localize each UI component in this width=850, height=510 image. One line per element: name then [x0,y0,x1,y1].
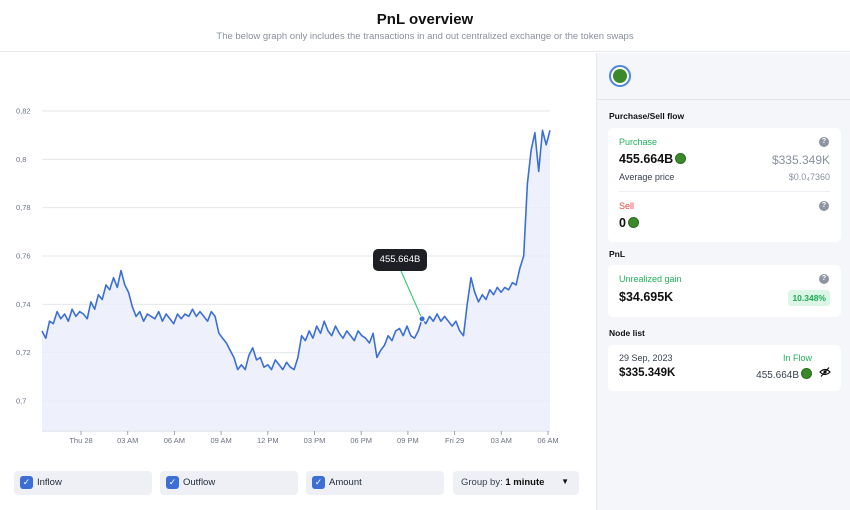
x-tick-label: 09 AM [210,436,231,445]
y-tick-label: 0,7 [16,397,26,406]
series-line [41,129,551,371]
node-list-title: Node list [609,328,645,338]
purchase-amount: 455.664B [619,152,674,166]
outflow-checkbox[interactable]: ✓ Outflow [160,471,298,495]
hide-eye-icon[interactable] [819,365,831,383]
outflow-label: Outflow [183,477,216,488]
x-tick-label: 12 PM [257,436,279,445]
pnl-line-chart[interactable]: 0,82 0,8 0,78 0,76 0,74 0,72 0,7 Thu 28 03 AM 06… [0,53,596,453]
page-subtitle: The below graph only includes the transa… [216,31,634,42]
checkmark-icon: ✓ [312,476,325,489]
x-tick-label: 03 AM [491,436,512,445]
divider [597,99,850,100]
unrealized-gain-label: Unrealized gain [619,274,682,284]
unrealized-gain-value: $34.695K [619,290,674,304]
x-tick-label: 06 AM [164,436,185,445]
average-price-value: $0.0₄7360 [788,172,830,182]
help-icon[interactable]: ? [819,274,829,284]
pnl-card: Unrealized gain ? $34.695K 10.348% [608,265,841,317]
node-date: 29 Sep, 2023 [619,353,673,363]
help-icon[interactable]: ? [819,137,829,147]
node-usd: $335.349K [619,367,676,379]
y-tick-label: 0,8 [16,155,26,164]
series-area [42,130,550,432]
purchase-sell-title: Purchase/Sell flow [609,111,685,121]
page-header: PnL overview The below graph only includ… [0,0,850,52]
purchase-usd: $335.349K [771,153,830,167]
y-tick-label: 0,72 [16,348,31,357]
divider [619,191,830,192]
node-flow: In Flow [782,353,812,363]
checkmark-icon: ✓ [20,476,33,489]
inflow-checkbox[interactable]: ✓ Inflow [14,471,152,495]
y-tick-label: 0,78 [16,203,31,212]
sell-label: Sell [619,201,635,211]
purchase-sell-card: Purchase ? 455.664B $335.349K Average pr… [608,128,841,242]
token-icon [675,153,687,164]
y-tick-label: 0,74 [16,300,31,309]
summary-sidebar: Purchase/Sell flow Purchase ? 455.664B $… [596,53,850,510]
gain-percent-badge: 10.348% [788,290,830,306]
chart-tooltip: 455.664B [373,249,427,271]
sell-amount: 0 [619,216,626,230]
chart-controls: ✓ Inflow ✓ Outflow ✓ Amount Group by: 1 … [14,471,584,495]
group-by-label: Group by: [461,477,503,488]
node-list-item[interactable]: 29 Sep, 2023 In Flow $335.349K 455.664B [608,345,841,391]
x-tick-label: 09 PM [397,436,419,445]
x-tick-label: 03 AM [117,436,138,445]
average-price-label: Average price [619,172,675,182]
inflow-label: Inflow [37,477,62,488]
y-tick-label: 0,76 [16,252,31,261]
token-icon [627,217,639,228]
group-by-select[interactable]: Group by: 1 minute ▼ [453,471,579,495]
pnl-title: PnL [609,249,626,259]
x-tick-label: Fri 29 [445,436,464,445]
caret-down-icon: ▼ [561,477,569,486]
tooltip-connector [400,270,423,320]
x-tick-label: 06 AM [537,436,558,445]
help-icon[interactable]: ? [819,201,829,211]
node-amount: 455.664B [756,370,799,381]
data-point-marker[interactable] [418,315,426,323]
page-title: PnL overview [376,11,474,28]
amount-label: Amount [329,477,362,488]
checkmark-icon: ✓ [166,476,179,489]
x-tick-label: Thu 28 [69,436,92,445]
token-icon [801,368,812,379]
token-logo-icon [609,65,631,87]
y-tick-label: 0,82 [16,107,31,116]
group-by-value: 1 minute [505,477,545,488]
chart-panel: 0,82 0,8 0,78 0,76 0,74 0,72 0,7 Thu 28 03 AM 06… [0,53,596,510]
amount-checkbox[interactable]: ✓ Amount [306,471,444,495]
x-tick-label: 03 PM [304,436,326,445]
x-tick-label: 06 PM [350,436,372,445]
purchase-label: Purchase [619,137,658,147]
